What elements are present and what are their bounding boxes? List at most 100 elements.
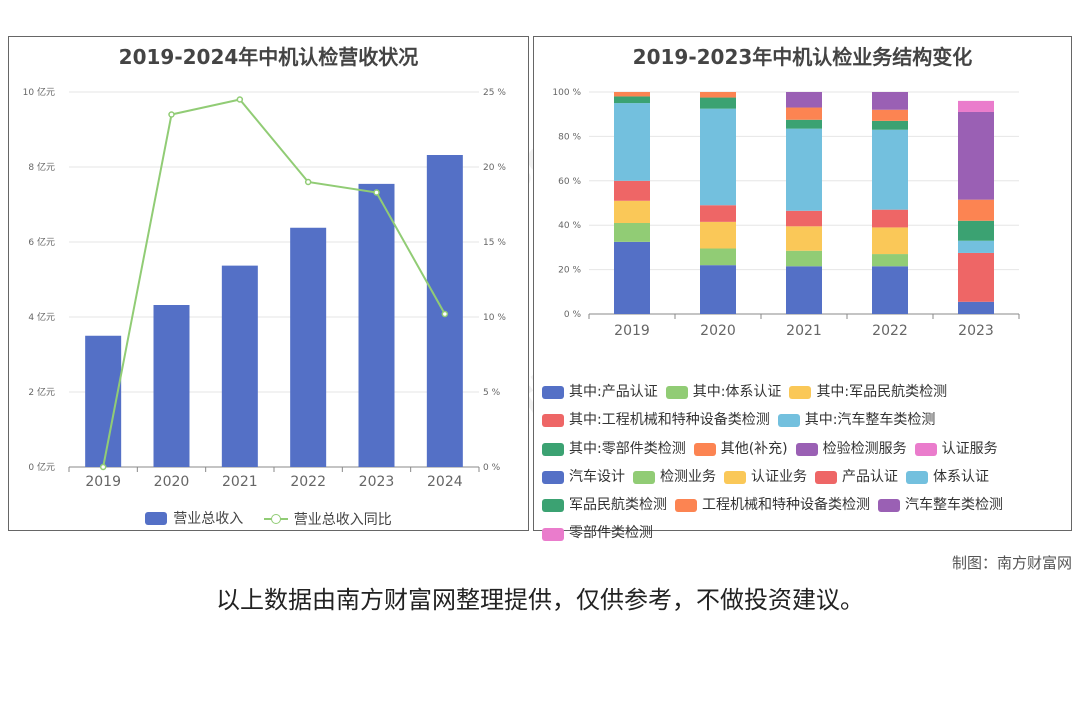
- legend-label: 零部件类检测: [569, 525, 653, 542]
- legend-label: 其中:汽车整车类检测: [804, 412, 936, 429]
- x-tick-label: 2020: [700, 323, 736, 339]
- stack-segment: [872, 209, 908, 228]
- chart-credit: 制图：南方财富网: [951, 554, 1072, 572]
- stack-segment: [958, 240, 994, 253]
- stack-segment: [614, 222, 650, 242]
- stack-segment: [958, 301, 994, 314]
- x-tick-label: 2021: [786, 323, 822, 339]
- x-tick-label: 2019: [85, 474, 121, 490]
- stack-segment: [872, 92, 908, 110]
- stack-segment: [958, 100, 994, 112]
- x-tick-label: 2023: [359, 474, 395, 490]
- revenue-bar: [358, 183, 395, 467]
- revenue-chart-panel: 2019-2024年中机认检营收状况 0 亿元 2 亿元 4 亿元 6 亿元 8 亿元 1…: [8, 36, 529, 531]
- legend-item[interactable]: 其中:产品认证: [542, 380, 658, 405]
- yoy-point: [99, 463, 107, 471]
- x-tick-label: 2019: [614, 323, 650, 339]
- y-tick-label: 80 %: [558, 132, 581, 142]
- stack-segment: [700, 265, 736, 314]
- legend-label: 工程机械和特种设备类检测: [702, 497, 870, 514]
- legend-item[interactable]: 产品认证: [815, 465, 898, 490]
- legend-label: 营业总收入同比: [293, 511, 392, 528]
- structure-chart-title: 2019-2023年中机认检业务结构变化: [632, 45, 973, 69]
- legend-item[interactable]: 体系认证: [906, 465, 989, 490]
- legend-label: 军品民航类检测: [569, 497, 667, 514]
- legend-label: 其中:工程机械和特种设备类检测: [569, 412, 770, 429]
- legend-swatch: [542, 499, 564, 513]
- legend-swatch: [724, 470, 746, 484]
- yoy-point: [441, 310, 449, 318]
- stack-segment: [614, 92, 650, 97]
- x-tick-label: 2022: [290, 474, 326, 490]
- legend-swatch: [633, 470, 655, 484]
- y-tick-label: 40 %: [558, 221, 581, 231]
- legend-swatch: [542, 442, 564, 456]
- legend-label: 其他(补充): [720, 440, 788, 457]
- legend-item[interactable]: 零部件类检测: [542, 521, 653, 546]
- y-tick-label-left: 0 亿元: [28, 461, 55, 473]
- legend-item[interactable]: 其中:军品民航类检测: [789, 380, 947, 405]
- y-tick-label-right: 10 %: [483, 313, 506, 323]
- legend-item-yoy[interactable]: 营业总收入同比: [263, 509, 392, 529]
- x-tick-label: 2020: [154, 474, 190, 490]
- stack-segment: [872, 254, 908, 267]
- legend-item[interactable]: 其中:体系认证: [665, 380, 782, 405]
- stack-segment: [700, 221, 736, 249]
- legend-item[interactable]: 认证服务: [914, 437, 998, 462]
- legend-item[interactable]: 其中:零部件类检测: [542, 437, 686, 462]
- x-tick-label: 2023: [958, 323, 994, 339]
- y-tick-label: 20 %: [558, 266, 581, 276]
- stack-segment: [786, 119, 822, 129]
- legend-label: 检验检测服务: [822, 440, 907, 457]
- stack-segment: [700, 92, 736, 98]
- stack-segment: [958, 220, 994, 241]
- legend-label: 检测业务: [660, 468, 716, 485]
- legend-item[interactable]: 检验检测服务: [795, 437, 907, 462]
- disclaimer-text: 以上数据由南方财富网整理提供，仅供参考，不做投资建议。: [216, 586, 864, 614]
- legend-swatch: [777, 414, 800, 428]
- revenue-chart-canvas: 0 亿元 2 亿元 4 亿元 6 亿元 8 亿元 10 亿元 0 % 5 % 10 % 15 % 2…: [23, 86, 507, 490]
- y-tick-label-right: 15 %: [483, 238, 506, 248]
- legend-item[interactable]: 其中:汽车整车类检测: [777, 408, 936, 433]
- x-tick-label: 2022: [872, 323, 908, 339]
- legend-label: 营业总收入: [173, 511, 244, 527]
- structure-chart-canvas: 0 % 20 % 40 % 60 % 80 % 100 % 2019 2020 2021 2022…: [552, 88, 1020, 339]
- revenue-chart-title: 2019-2024年中机认检营收状况: [118, 45, 419, 69]
- stack-segment: [786, 266, 822, 314]
- y-tick-label: 0 %: [564, 310, 582, 320]
- y-tick-label-left: 4 亿元: [28, 311, 55, 323]
- legend-item[interactable]: 工程机械和特种设备类检测: [675, 493, 870, 518]
- legend-label: 汽车整车类检测: [905, 497, 1003, 514]
- stack-segment: [786, 92, 822, 108]
- legend-item[interactable]: 检测业务: [633, 465, 716, 490]
- legend-swatch: [665, 386, 688, 400]
- legend-item[interactable]: 汽车整车类检测: [878, 493, 1003, 518]
- y-tick-label-right: 5 %: [483, 388, 501, 398]
- yoy-point: [168, 111, 175, 118]
- yoy-point: [236, 96, 244, 103]
- stack-segment: [872, 266, 908, 314]
- legend-label: 其中:军品民航类检测: [816, 384, 948, 400]
- y-tick-label-left: 6 亿元: [28, 236, 55, 248]
- legend-item[interactable]: 汽车设计: [542, 465, 625, 490]
- revenue-bar: [153, 305, 190, 467]
- legend-item[interactable]: 认证业务: [724, 465, 807, 490]
- y-tick-label-right: 20 %: [483, 163, 506, 173]
- legend-label: 认证服务: [941, 440, 998, 457]
- legend-item[interactable]: 其他(补充): [693, 437, 788, 462]
- legend-swatch: [542, 414, 564, 428]
- legend-item-revenue[interactable]: 营业总收入: [145, 508, 243, 528]
- legend-swatch-bar: [145, 511, 168, 525]
- legend-item[interactable]: 其中:工程机械和特种设备类检测: [542, 408, 770, 433]
- legend-item[interactable]: 军品民航类检测: [542, 493, 667, 518]
- stack-segment: [700, 108, 736, 206]
- legend-label: 认证业务: [751, 468, 807, 485]
- y-tick-label-left: 2 亿元: [28, 386, 55, 398]
- stack-segment: [872, 109, 908, 121]
- legend-label: 其中:体系认证: [692, 384, 782, 400]
- stack-segment: [872, 120, 908, 130]
- legend-swatch-line: [263, 513, 288, 525]
- legend-swatch: [675, 499, 697, 513]
- yoy-line: [102, 98, 446, 468]
- stack-segment: [872, 227, 908, 255]
